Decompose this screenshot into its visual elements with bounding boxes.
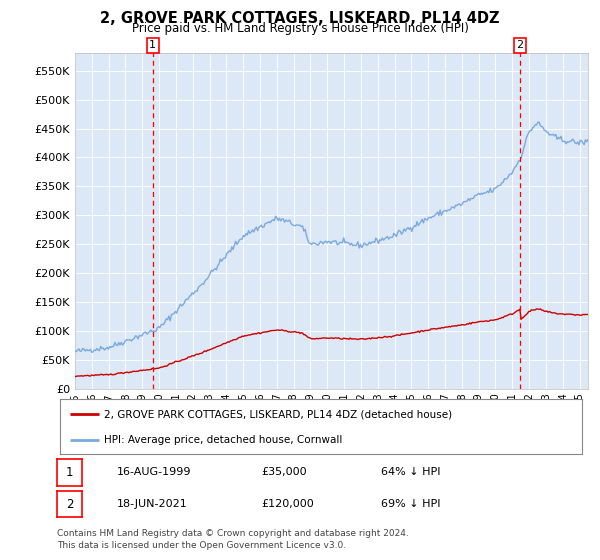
Text: HPI: Average price, detached house, Cornwall: HPI: Average price, detached house, Corn…: [104, 435, 343, 445]
Text: 16-AUG-1999: 16-AUG-1999: [117, 467, 191, 477]
Text: 2: 2: [66, 497, 73, 511]
Text: Contains HM Land Registry data © Crown copyright and database right 2024.
This d: Contains HM Land Registry data © Crown c…: [57, 529, 409, 550]
Text: Price paid vs. HM Land Registry's House Price Index (HPI): Price paid vs. HM Land Registry's House …: [131, 22, 469, 35]
Text: 1: 1: [66, 465, 73, 479]
Text: £35,000: £35,000: [261, 467, 307, 477]
Text: 64% ↓ HPI: 64% ↓ HPI: [381, 467, 440, 477]
Text: 69% ↓ HPI: 69% ↓ HPI: [381, 499, 440, 509]
Text: 2: 2: [517, 40, 524, 50]
Text: £120,000: £120,000: [261, 499, 314, 509]
Text: 2, GROVE PARK COTTAGES, LISKEARD, PL14 4DZ (detached house): 2, GROVE PARK COTTAGES, LISKEARD, PL14 4…: [104, 409, 452, 419]
Text: 1: 1: [149, 40, 156, 50]
Text: 18-JUN-2021: 18-JUN-2021: [117, 499, 188, 509]
Text: 2, GROVE PARK COTTAGES, LISKEARD, PL14 4DZ: 2, GROVE PARK COTTAGES, LISKEARD, PL14 4…: [100, 11, 500, 26]
